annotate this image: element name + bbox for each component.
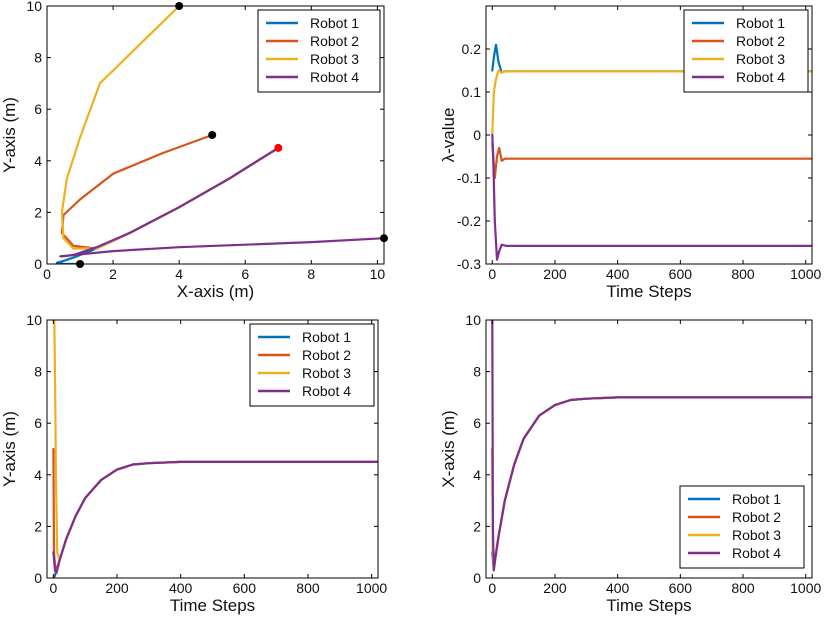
x-axis-label: X-axis (m): [177, 282, 254, 301]
y-tick-label: 0.1: [462, 84, 482, 100]
y-tick-label: 8: [34, 50, 42, 66]
x-tick-label: 10: [370, 266, 386, 282]
legend-entry-3: Robot 3: [302, 365, 351, 381]
legend-entry-4: Robot 4: [302, 383, 351, 399]
y-tick-label: 10: [26, 312, 42, 328]
series-line-1: [55, 146, 280, 264]
chart-trajectory: 0 2 4 6 8 10 0 2 4 6 8 10 X-axis (m) Y-axis (m) Robot …: [0, 0, 388, 301]
legend-entry-2: Robot 2: [736, 33, 785, 49]
y-tick-label: 2: [34, 518, 42, 534]
x-tick-label: 0: [488, 266, 496, 282]
legend-entry-1: Robot 1: [302, 329, 351, 345]
legend-entry-2: Robot 2: [302, 347, 351, 363]
legend-entry-4: Robot 4: [736, 69, 785, 85]
y-axis-label: λ-value: [439, 108, 458, 163]
chart-y_position: 0 200 400 600 800 1000 0 2 4 6 8 10 Time Steps Y-axis…: [0, 312, 387, 615]
x-tick-label: 600: [669, 266, 693, 282]
x-axis-label: Time Steps: [170, 596, 255, 615]
legend-entry-3: Robot 3: [736, 51, 785, 67]
series-line-3: [491, 69, 812, 137]
x-tick-label: 1000: [790, 580, 821, 596]
start-point-2: [208, 131, 217, 139]
legend-entry-3: Robot 3: [310, 51, 359, 67]
series-line-2: [52, 447, 378, 572]
legend: Robot 1 Robot 2 Robot 3 Robot 4: [257, 9, 381, 93]
y-axis-label: Y-axis (m): [0, 411, 19, 487]
legend: Robot 1 Robot 2 Robot 3 Robot 4: [683, 9, 809, 93]
y-tick-label: 2: [34, 204, 42, 220]
x-tick-label: 200: [105, 580, 129, 596]
axes-frame: [46, 319, 379, 579]
x-tick-label: 2: [109, 266, 117, 282]
legend: Robot 1 Robot 2 Robot 3 Robot 4: [679, 485, 805, 569]
x-tick-label: 800: [296, 580, 320, 596]
target-point: [274, 143, 283, 152]
x-tick-label: 600: [669, 580, 693, 596]
legend-entry-4: Robot 4: [732, 545, 781, 561]
x-tick-label: 200: [543, 580, 567, 596]
y-tick-label: 0: [34, 570, 42, 586]
y-tick-label: 0: [473, 570, 481, 586]
y-tick-label: 8: [34, 364, 42, 380]
y-tick-label: 6: [473, 415, 481, 431]
y-tick-label: 0: [34, 256, 42, 272]
series-line-4: [491, 133, 812, 261]
x-axis-label: Time Steps: [606, 596, 691, 615]
x-tick-label: 800: [731, 266, 755, 282]
chart-lambda: 0 200 400 600 800 1000 -0.3 -0.2 -0.1 0 0.1 0.2 Time…: [439, 5, 822, 301]
legend: Robot 1 Robot 2 Robot 3 Robot 4: [249, 323, 375, 407]
x-tick-label: 4: [175, 266, 183, 282]
series-line-2: [491, 142, 812, 180]
legend-entry-3: Robot 3: [732, 527, 781, 543]
chart-x_position: 0 200 400 600 800 1000 0 2 4 6 8 10 Time Steps X-axis…: [439, 312, 822, 615]
x-tick-label: 400: [606, 580, 630, 596]
x-tick-label: 800: [731, 580, 755, 596]
y-tick-label: -0.1: [457, 170, 481, 186]
x-tick-label: 6: [241, 266, 249, 282]
series-line-4: [491, 320, 812, 572]
axes-frame: [485, 319, 813, 579]
legend-entry-1: Robot 1: [736, 15, 785, 31]
y-tick-label: -0.3: [457, 256, 481, 272]
x-tick-label: 200: [543, 266, 567, 282]
y-tick-label: 2: [473, 518, 481, 534]
y-axis-label: X-axis (m): [439, 410, 458, 487]
y-tick-label: 4: [34, 467, 42, 483]
x-tick-label: 1000: [790, 266, 821, 282]
series-line-4: [59, 146, 384, 258]
x-tick-label: 600: [233, 580, 257, 596]
series-line-4: [52, 460, 378, 574]
series-line-2: [60, 133, 280, 250]
y-tick-label: 0.2: [462, 41, 482, 57]
legend-entry-4: Robot 4: [310, 69, 359, 85]
legend-entry-2: Robot 2: [310, 33, 359, 49]
y-tick-label: 6: [34, 101, 42, 117]
x-tick-label: 0: [488, 580, 496, 596]
y-axis-label: Y-axis (m): [0, 97, 19, 173]
y-tick-label: 10: [26, 0, 42, 14]
axes-frame: [46, 5, 385, 265]
x-tick-label: 0: [43, 266, 51, 282]
legend-entry-2: Robot 2: [732, 509, 781, 525]
x-tick-label: 1000: [356, 580, 387, 596]
y-tick-label: 10: [465, 312, 481, 328]
x-tick-label: 400: [169, 580, 193, 596]
y-tick-label: 0: [473, 127, 481, 143]
x-axis-label: Time Steps: [606, 282, 691, 301]
x-tick-label: 8: [307, 266, 315, 282]
legend-entry-1: Robot 1: [310, 15, 359, 31]
y-tick-label: -0.2: [457, 213, 481, 229]
y-tick-label: 8: [473, 364, 481, 380]
y-tick-label: 4: [34, 153, 42, 169]
y-tick-label: 6: [34, 415, 42, 431]
legend-entry-1: Robot 1: [732, 491, 781, 507]
x-tick-label: 0: [49, 580, 57, 596]
x-tick-label: 400: [606, 266, 630, 282]
y-tick-label: 4: [473, 467, 481, 483]
